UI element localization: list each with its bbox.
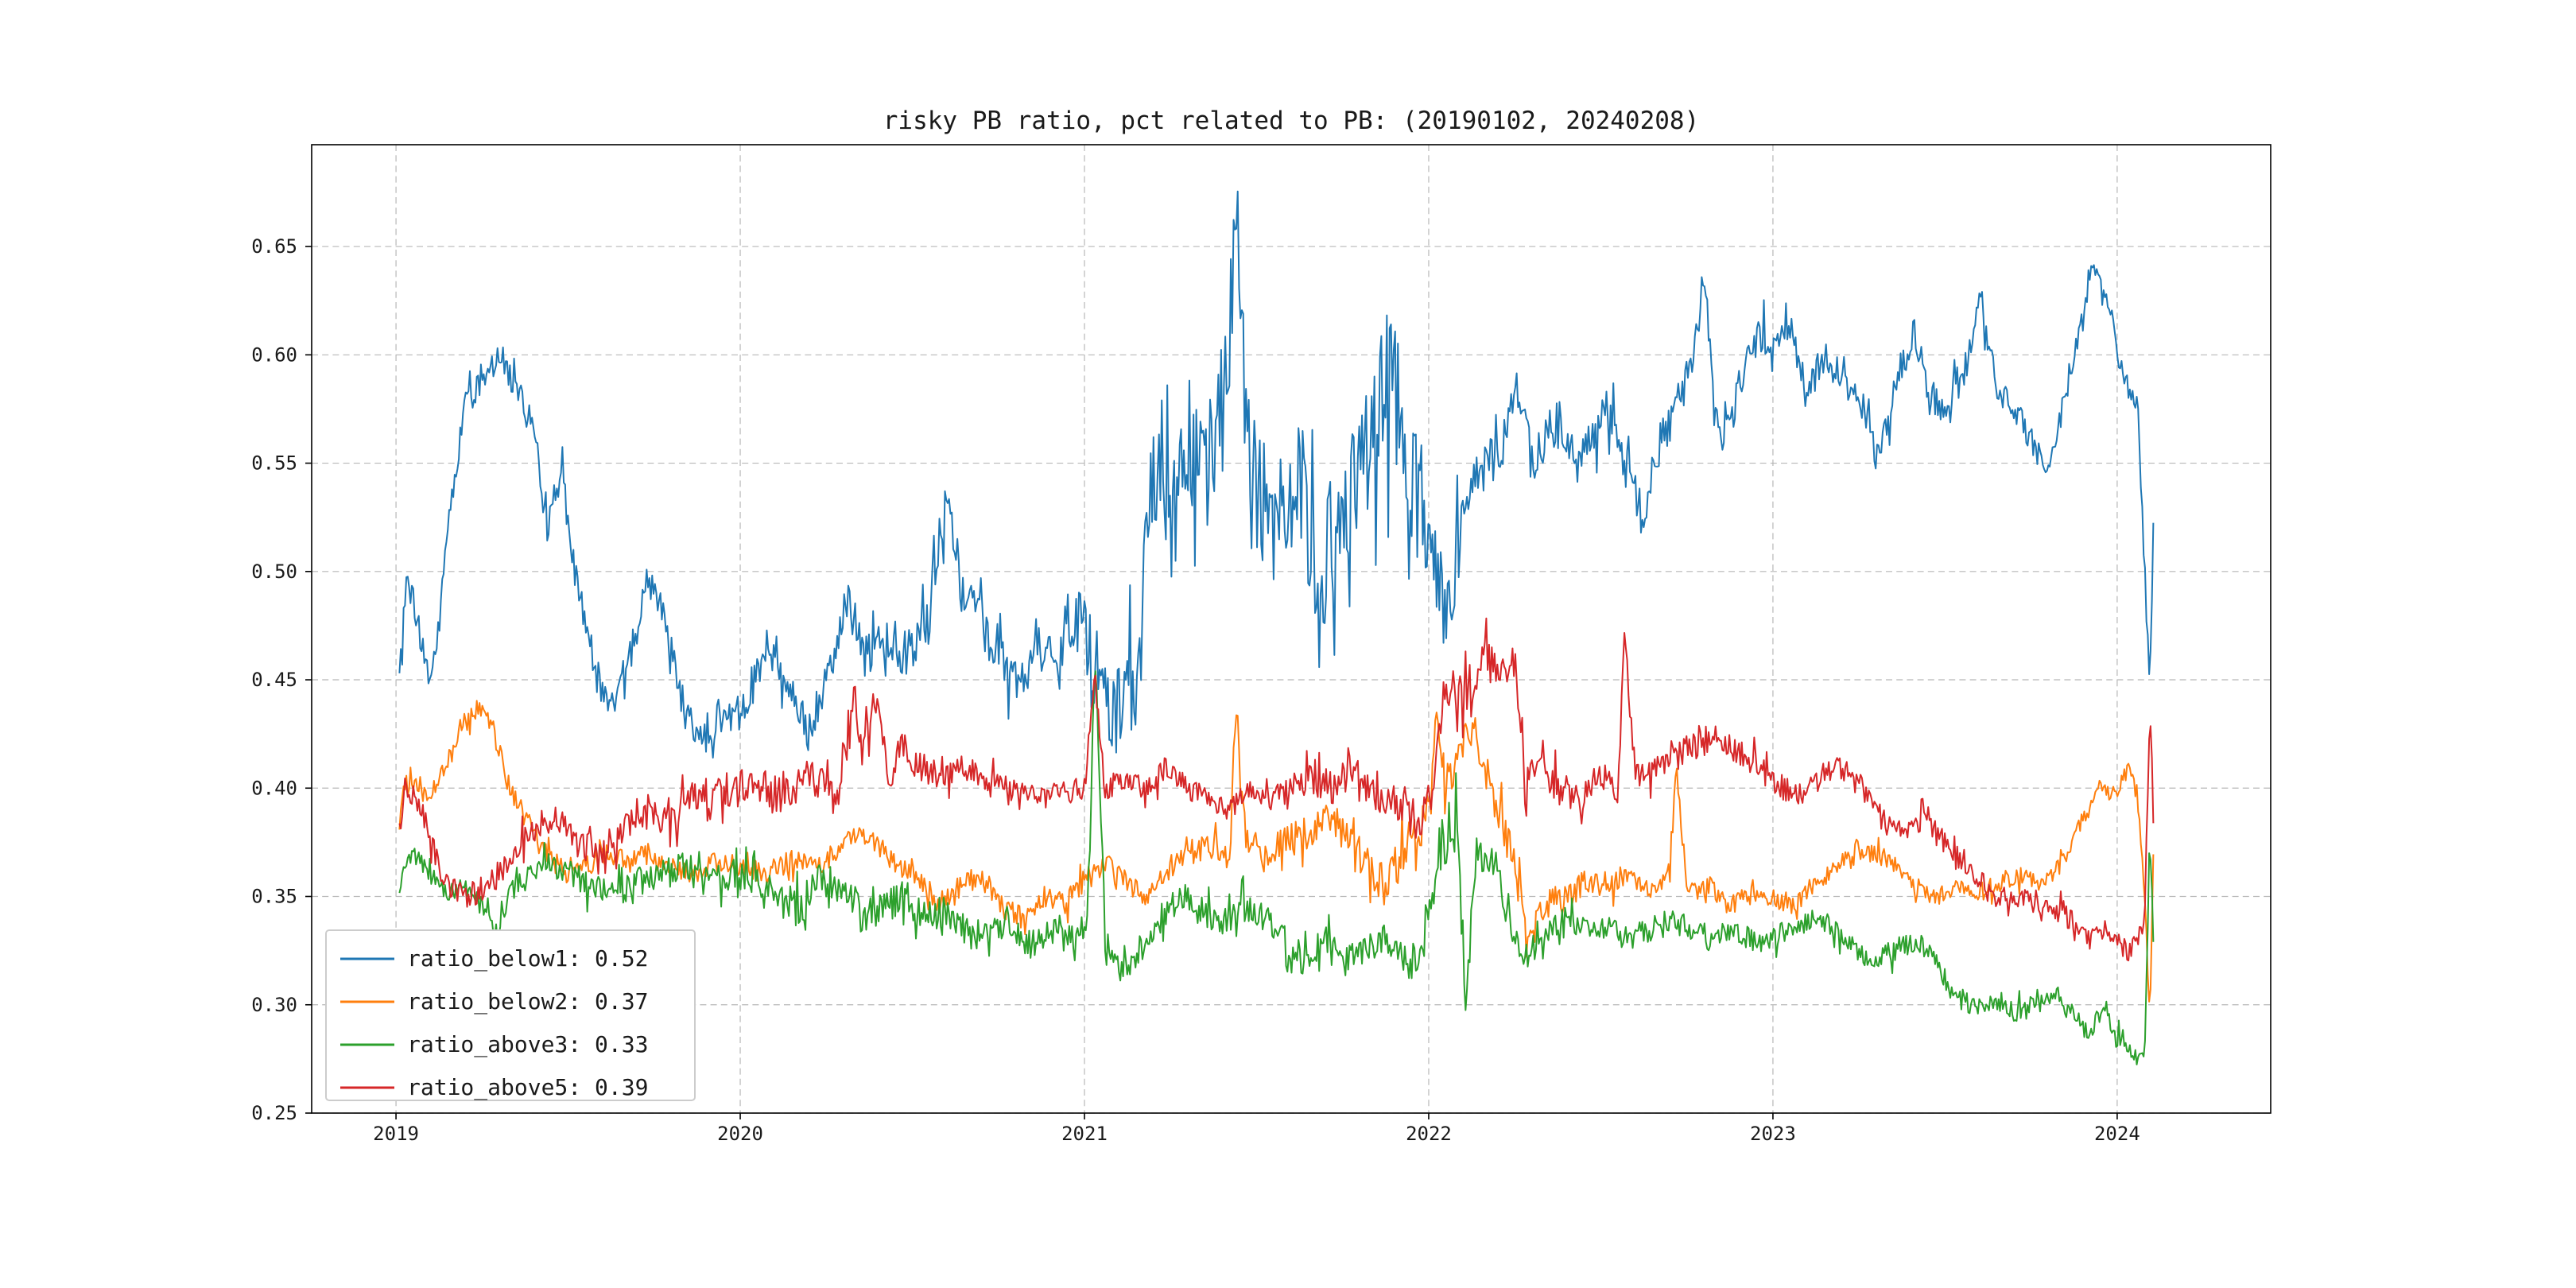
grid-lines [312,145,2271,1114]
y-tick-label: 0.30 [251,994,297,1016]
legend-label-ratio-above5: ratio_above5: 0.39 [407,1074,648,1101]
legend-item: ratio_below1: 0.52 [340,945,648,972]
x-tick-label: 2021 [1061,1123,1108,1145]
y-tick-label: 0.35 [251,886,297,908]
x-tick-label: 2019 [373,1123,419,1145]
x-tick-label: 2024 [2094,1123,2140,1145]
x-tick-label: 2022 [1406,1123,1452,1145]
y-tick-label: 0.45 [251,669,297,691]
legend-item: ratio_below2: 0.37 [340,988,648,1015]
legend: ratio_below1: 0.52 ratio_below2: 0.37 ra… [325,929,696,1101]
legend-label-ratio-below2: ratio_below2: 0.37 [407,988,648,1015]
axis-ticks: 2019 2020 2021 2022 2023 2024 0.25 0.30 0.35 0.40… [251,235,2140,1145]
legend-item: ratio_above5: 0.39 [340,1074,648,1101]
series-line-ratio_above5 [398,617,2155,962]
chart-title: risky PB ratio, pct related to PB: (2019… [883,107,1700,135]
y-tick-label: 0.50 [251,561,297,583]
y-tick-label: 0.25 [251,1102,297,1124]
y-tick-label: 0.60 [251,343,297,366]
series-line-ratio_above3 [398,670,2155,1065]
legend-label-ratio-below1: ratio_below1: 0.52 [407,945,648,972]
x-tick-label: 2023 [1750,1123,1796,1145]
axes-border [311,144,2271,1114]
y-tick-label: 0.65 [251,235,297,258]
legend-label-ratio-above3: ratio_above3: 0.33 [407,1031,648,1058]
series-lines [398,190,2155,1065]
x-tick-label: 2020 [717,1123,763,1145]
y-tick-label: 0.55 [251,452,297,475]
series-line-ratio_below1 [398,190,2155,759]
legend-box [325,929,696,1101]
y-tick-label: 0.40 [251,777,297,799]
legend-item: ratio_above3: 0.33 [340,1031,648,1058]
